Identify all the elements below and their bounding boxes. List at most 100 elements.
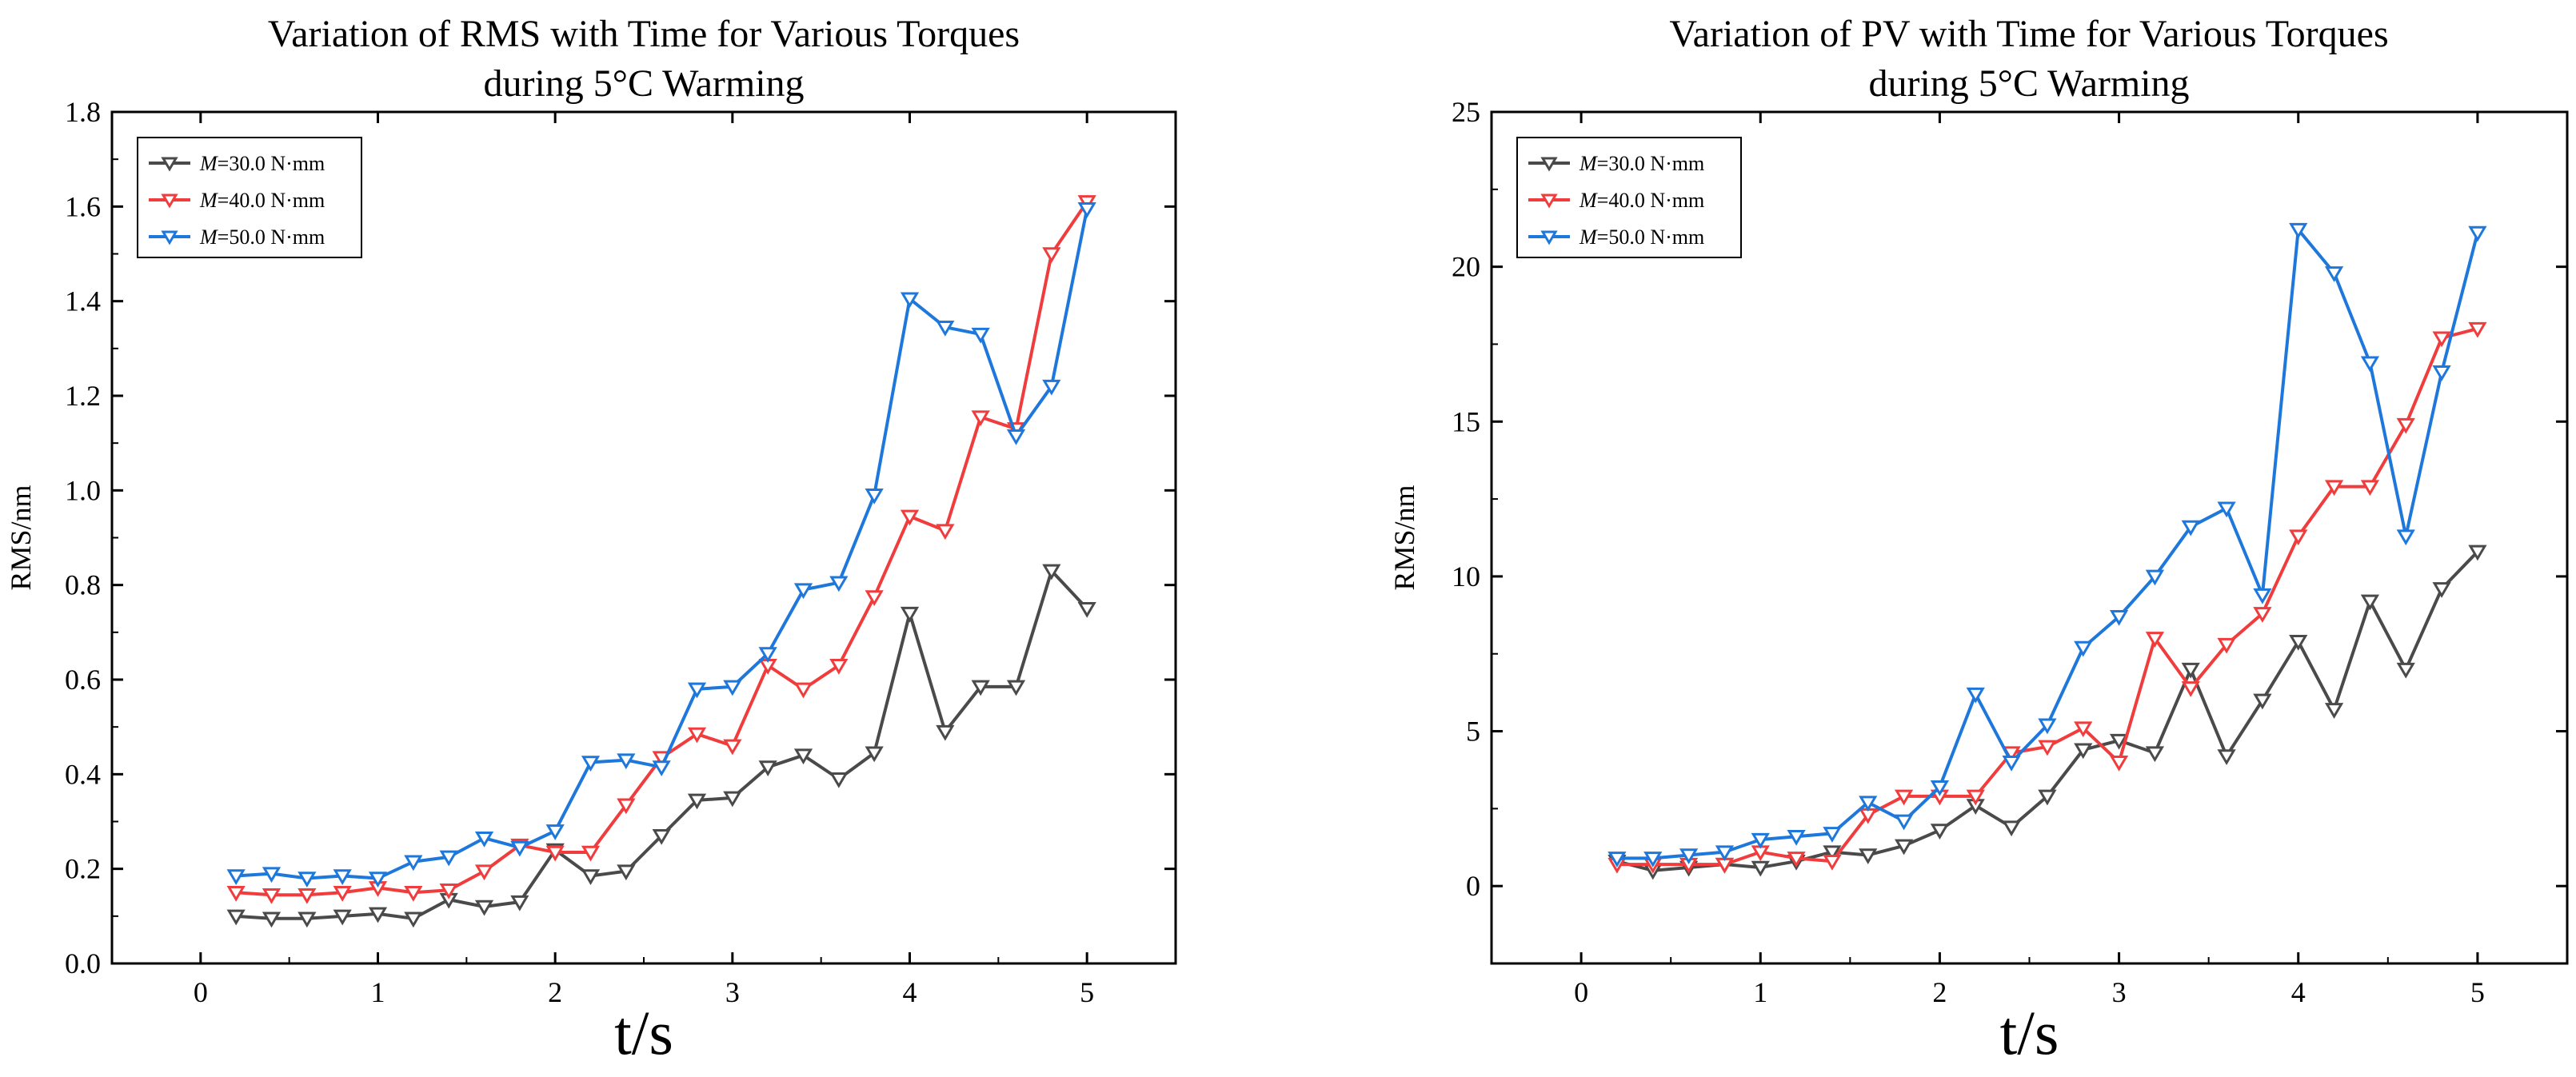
data-point (262, 911, 282, 928)
chart-title: Variation of PV with Time for Various To… (1669, 13, 2388, 55)
data-point (1077, 202, 1096, 218)
legend-marker (1540, 157, 1558, 172)
data-point (298, 888, 317, 904)
data-point (936, 524, 955, 540)
data-point (2002, 756, 2021, 772)
data-point (2289, 222, 2308, 239)
data-point (581, 756, 601, 772)
data-point (2145, 746, 2165, 763)
data-point (1679, 848, 1699, 864)
data-point (439, 850, 458, 867)
legend-entry-symbol: M (1579, 225, 1598, 249)
legend: M=30.0 N·mmM=40.0 N·mmM=50.0 N·mm (1516, 137, 1742, 258)
x-tick-label: 2 (548, 976, 562, 1008)
legend-entry-value: =30.0 N·mm (218, 152, 325, 175)
data-point (2324, 480, 2344, 497)
x-tick-label: 0 (194, 976, 208, 1008)
data-point (793, 583, 813, 600)
y-tick-label: 0 (1466, 870, 1480, 902)
data-point (2217, 501, 2236, 518)
x-tick-label: 3 (725, 976, 740, 1008)
chart-subtitle: during 5°C Warming (483, 62, 804, 105)
x-axis-label: t/s (2000, 998, 2059, 1067)
data-point (687, 793, 707, 810)
legend: M=30.0 N·mmM=40.0 N·mmM=50.0 N·mm (137, 137, 362, 258)
data-point (758, 760, 777, 776)
data-point (723, 739, 742, 756)
x-tick-label: 5 (2470, 976, 2485, 1008)
data-point (545, 824, 565, 840)
data-point (368, 872, 388, 888)
series-3 (1608, 222, 2487, 868)
data-point (2432, 582, 2451, 598)
data-point (2181, 662, 2200, 679)
data-point (617, 753, 636, 770)
data-point (298, 911, 317, 928)
data-point (1787, 829, 1806, 846)
legend-entry-value: =50.0 N·mm (1597, 225, 1705, 249)
data-point (865, 746, 884, 763)
data-point (1643, 852, 1663, 868)
legend-entry-symbol: M (199, 225, 218, 249)
data-point (723, 680, 742, 696)
legend-entry-symbol: M (1579, 189, 1598, 212)
data-point (865, 590, 884, 606)
data-point (652, 829, 671, 845)
data-point (1042, 564, 1061, 580)
data-point (900, 509, 920, 526)
data-point (333, 886, 352, 902)
data-point (2074, 640, 2093, 657)
data-point (900, 606, 920, 623)
series-2 (1608, 321, 2487, 874)
data-point (2109, 733, 2129, 750)
x-axis-label: t/s (614, 998, 673, 1067)
data-point (865, 489, 884, 505)
data-point (1894, 839, 1914, 856)
legend-entry-value: =40.0 N·mm (218, 189, 325, 212)
data-point (2360, 480, 2380, 497)
data-point (333, 869, 352, 886)
x-tick-label: 1 (371, 976, 385, 1008)
data-point (2038, 718, 2057, 735)
data-point (2432, 331, 2451, 348)
data-point (1894, 789, 1914, 806)
legend-marker (161, 230, 178, 245)
data-point (510, 840, 529, 857)
legend-marker (1540, 193, 1558, 209)
chart-1: Variation of RMS with Time for Various T… (5, 13, 1177, 1067)
data-point (758, 647, 777, 663)
data-point (474, 864, 494, 881)
data-point (368, 907, 388, 923)
data-point (617, 798, 636, 815)
data-point (1823, 845, 1842, 862)
data-point (936, 320, 955, 337)
x-tick-label: 4 (903, 976, 917, 1008)
y-axis-label: RMS/nm (1388, 485, 1420, 590)
data-point (439, 884, 458, 899)
y-tick-label: 15 (1452, 405, 1480, 437)
y-tick-label: 5 (1466, 716, 1480, 748)
y-tick-label: 1.2 (65, 380, 101, 412)
data-point (1006, 680, 1026, 696)
data-point (474, 899, 494, 916)
data-point (936, 724, 955, 741)
chart-subtitle: during 5°C Warming (1868, 62, 2189, 105)
data-point (793, 682, 813, 699)
data-point (226, 909, 246, 926)
data-point (1859, 848, 1878, 864)
y-tick-label: 0.4 (65, 758, 101, 790)
data-point (2002, 820, 2021, 837)
legend-entry: M=30.0 N·mm (1579, 152, 1704, 175)
data-point (2038, 789, 2057, 806)
data-point (900, 292, 920, 309)
data-point (1966, 687, 1985, 704)
legend-marker (1540, 230, 1558, 245)
data-point (1966, 789, 1985, 806)
data-point (2074, 743, 2093, 760)
data-point (2360, 356, 2380, 373)
y-tick-label: 25 (1452, 96, 1480, 128)
data-point (2468, 225, 2487, 242)
data-point (1894, 814, 1914, 831)
series-1 (226, 564, 1096, 928)
